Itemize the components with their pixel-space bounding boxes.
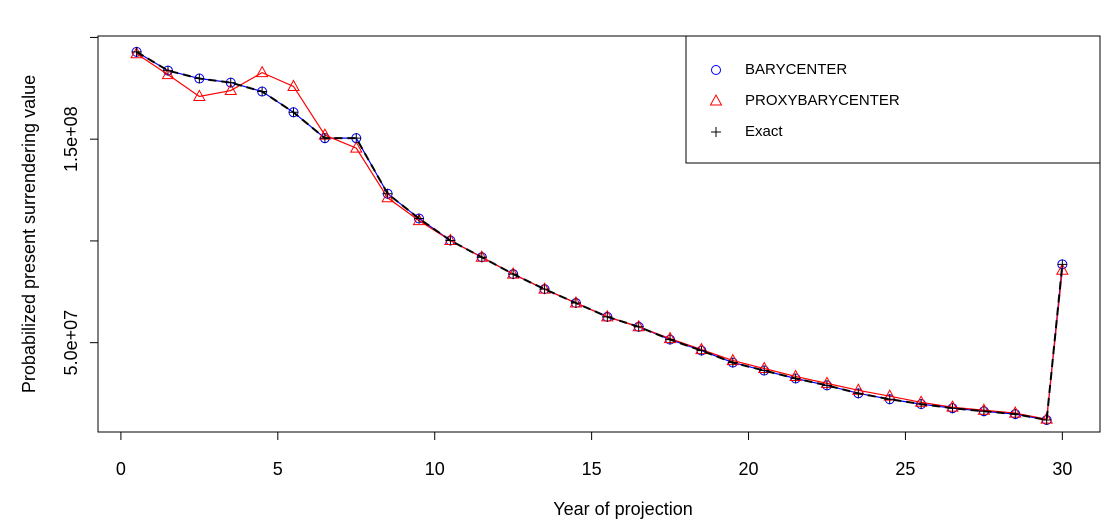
x-tick-label: 25 (895, 459, 915, 479)
point (162, 65, 173, 76)
point (445, 235, 456, 246)
x-tick-label: 5 (273, 459, 283, 479)
point (665, 334, 676, 345)
point (381, 190, 394, 203)
point (539, 284, 550, 295)
point (319, 133, 330, 144)
legend-symbol (709, 93, 723, 106)
point (131, 46, 142, 57)
point (853, 388, 864, 399)
point (476, 252, 487, 263)
point (727, 357, 738, 368)
point (288, 107, 299, 118)
x-tick-label: 0 (116, 459, 126, 479)
point (570, 297, 581, 308)
point (382, 188, 393, 199)
point (161, 67, 175, 80)
point (602, 311, 613, 322)
point (225, 77, 236, 88)
point (414, 213, 425, 224)
x-tick-label: 30 (1052, 459, 1072, 479)
point (696, 345, 707, 356)
point (255, 65, 269, 78)
point (1010, 409, 1021, 420)
point (351, 133, 362, 144)
legend-label: BARYCENTER (745, 61, 847, 78)
point (508, 269, 519, 280)
point (790, 373, 801, 384)
legend-box (685, 35, 1101, 164)
x-tick-label: 20 (739, 459, 759, 479)
y-tick-label: 5.0e+07 (61, 310, 81, 376)
point (978, 406, 989, 417)
point (1041, 414, 1052, 425)
point (349, 141, 363, 153)
point (884, 394, 895, 405)
point (916, 399, 927, 410)
legend-symbol (711, 127, 721, 137)
x-axis-label: Year of projection (553, 499, 692, 519)
point (759, 365, 770, 376)
legend-symbol (711, 65, 721, 75)
point (947, 403, 958, 414)
point (224, 83, 238, 96)
point (1057, 259, 1068, 270)
point (257, 86, 268, 97)
point (193, 89, 206, 101)
plot-frame (97, 35, 1101, 433)
point (821, 380, 832, 391)
legend-label: Exact (745, 123, 783, 140)
legend: BARYCENTER PROXYBARYCENTER Exact (685, 35, 1101, 164)
point (412, 213, 426, 226)
legend-label: PROXYBARYCENTER (745, 92, 900, 109)
y-tick-label: 1.5e+08 (61, 106, 81, 172)
point (194, 73, 205, 84)
x-tick-label: 10 (425, 459, 445, 479)
x-tick-label: 15 (582, 459, 602, 479)
y-axis-label: Probabilized present surrendering value (19, 75, 39, 393)
point (633, 321, 644, 332)
point (287, 79, 300, 91)
